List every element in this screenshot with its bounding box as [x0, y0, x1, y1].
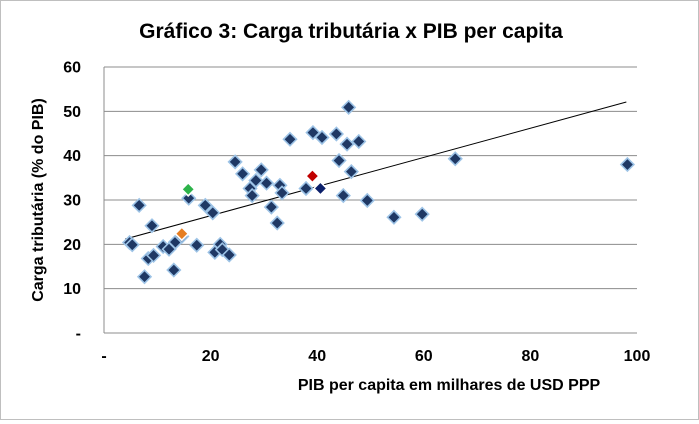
- data-point: [351, 133, 367, 150]
- y-tick-label: 40: [63, 148, 81, 165]
- x-tick-label: 40: [308, 348, 326, 365]
- data-point: [248, 172, 264, 189]
- data-point: [136, 269, 153, 285]
- data-point: [386, 209, 402, 225]
- data-point: [269, 215, 285, 231]
- axes: [103, 67, 637, 334]
- trendline-layer: [125, 101, 627, 240]
- data-point: [263, 199, 279, 215]
- x-tick-label: 60: [415, 348, 433, 365]
- data-point: [414, 206, 430, 222]
- x-tick-label: -: [101, 348, 106, 365]
- data-point: [181, 190, 197, 206]
- data-point: [282, 131, 298, 147]
- data-point: [339, 136, 355, 152]
- data-point-navy: [312, 180, 329, 197]
- data-point: [197, 197, 213, 213]
- data-point: [166, 262, 182, 278]
- y-tick-label: 30: [63, 193, 81, 210]
- chart-title: Gráfico 3: Carga tributária x PIB per ca…: [139, 20, 563, 43]
- gridlines: [104, 66, 637, 290]
- y-tick-label: 10: [63, 281, 81, 298]
- data-point: [314, 129, 330, 146]
- y-tick-label: 20: [63, 237, 81, 254]
- data-point: [335, 187, 351, 204]
- data-point: [258, 175, 275, 191]
- y-tick-label: 60: [63, 60, 81, 77]
- data-points: [121, 99, 636, 285]
- x-axis-label: PIB per capita em milhares de USD PPP: [298, 377, 601, 394]
- data-point-red: [304, 168, 321, 184]
- data-point-orange: [174, 226, 190, 242]
- data-point: [131, 197, 147, 213]
- y-axis-label: Carga tributária (% do PIB): [30, 98, 47, 302]
- data-point: [144, 218, 160, 234]
- data-point-green: [180, 181, 196, 197]
- data-point: [359, 192, 375, 209]
- y-tick-label: 50: [63, 104, 81, 121]
- data-point: [331, 152, 347, 169]
- x-tick-label: 100: [624, 348, 651, 365]
- data-point: [343, 163, 359, 180]
- data-point: [234, 166, 251, 182]
- trendline: [125, 101, 627, 240]
- data-point: [328, 126, 345, 142]
- x-tick-label: 20: [202, 348, 220, 365]
- data-point: [124, 237, 140, 253]
- y-tick-labels: - 10 20 30 40 50 60: [63, 60, 81, 343]
- x-tick-labels: - 20 40 60 80 100: [101, 348, 650, 365]
- data-point: [244, 187, 260, 204]
- data-point: [298, 180, 314, 197]
- data-point: [274, 185, 290, 201]
- data-point: [221, 247, 237, 263]
- data-point: [189, 237, 205, 253]
- y-tick-label: -: [76, 326, 81, 343]
- data-point: [341, 99, 357, 115]
- x-tick-label: 80: [522, 348, 540, 365]
- data-point: [145, 247, 162, 264]
- data-point: [253, 162, 269, 178]
- data-point: [227, 154, 243, 170]
- data-point: [619, 156, 636, 173]
- data-point: [205, 205, 221, 221]
- data-point: [447, 151, 463, 167]
